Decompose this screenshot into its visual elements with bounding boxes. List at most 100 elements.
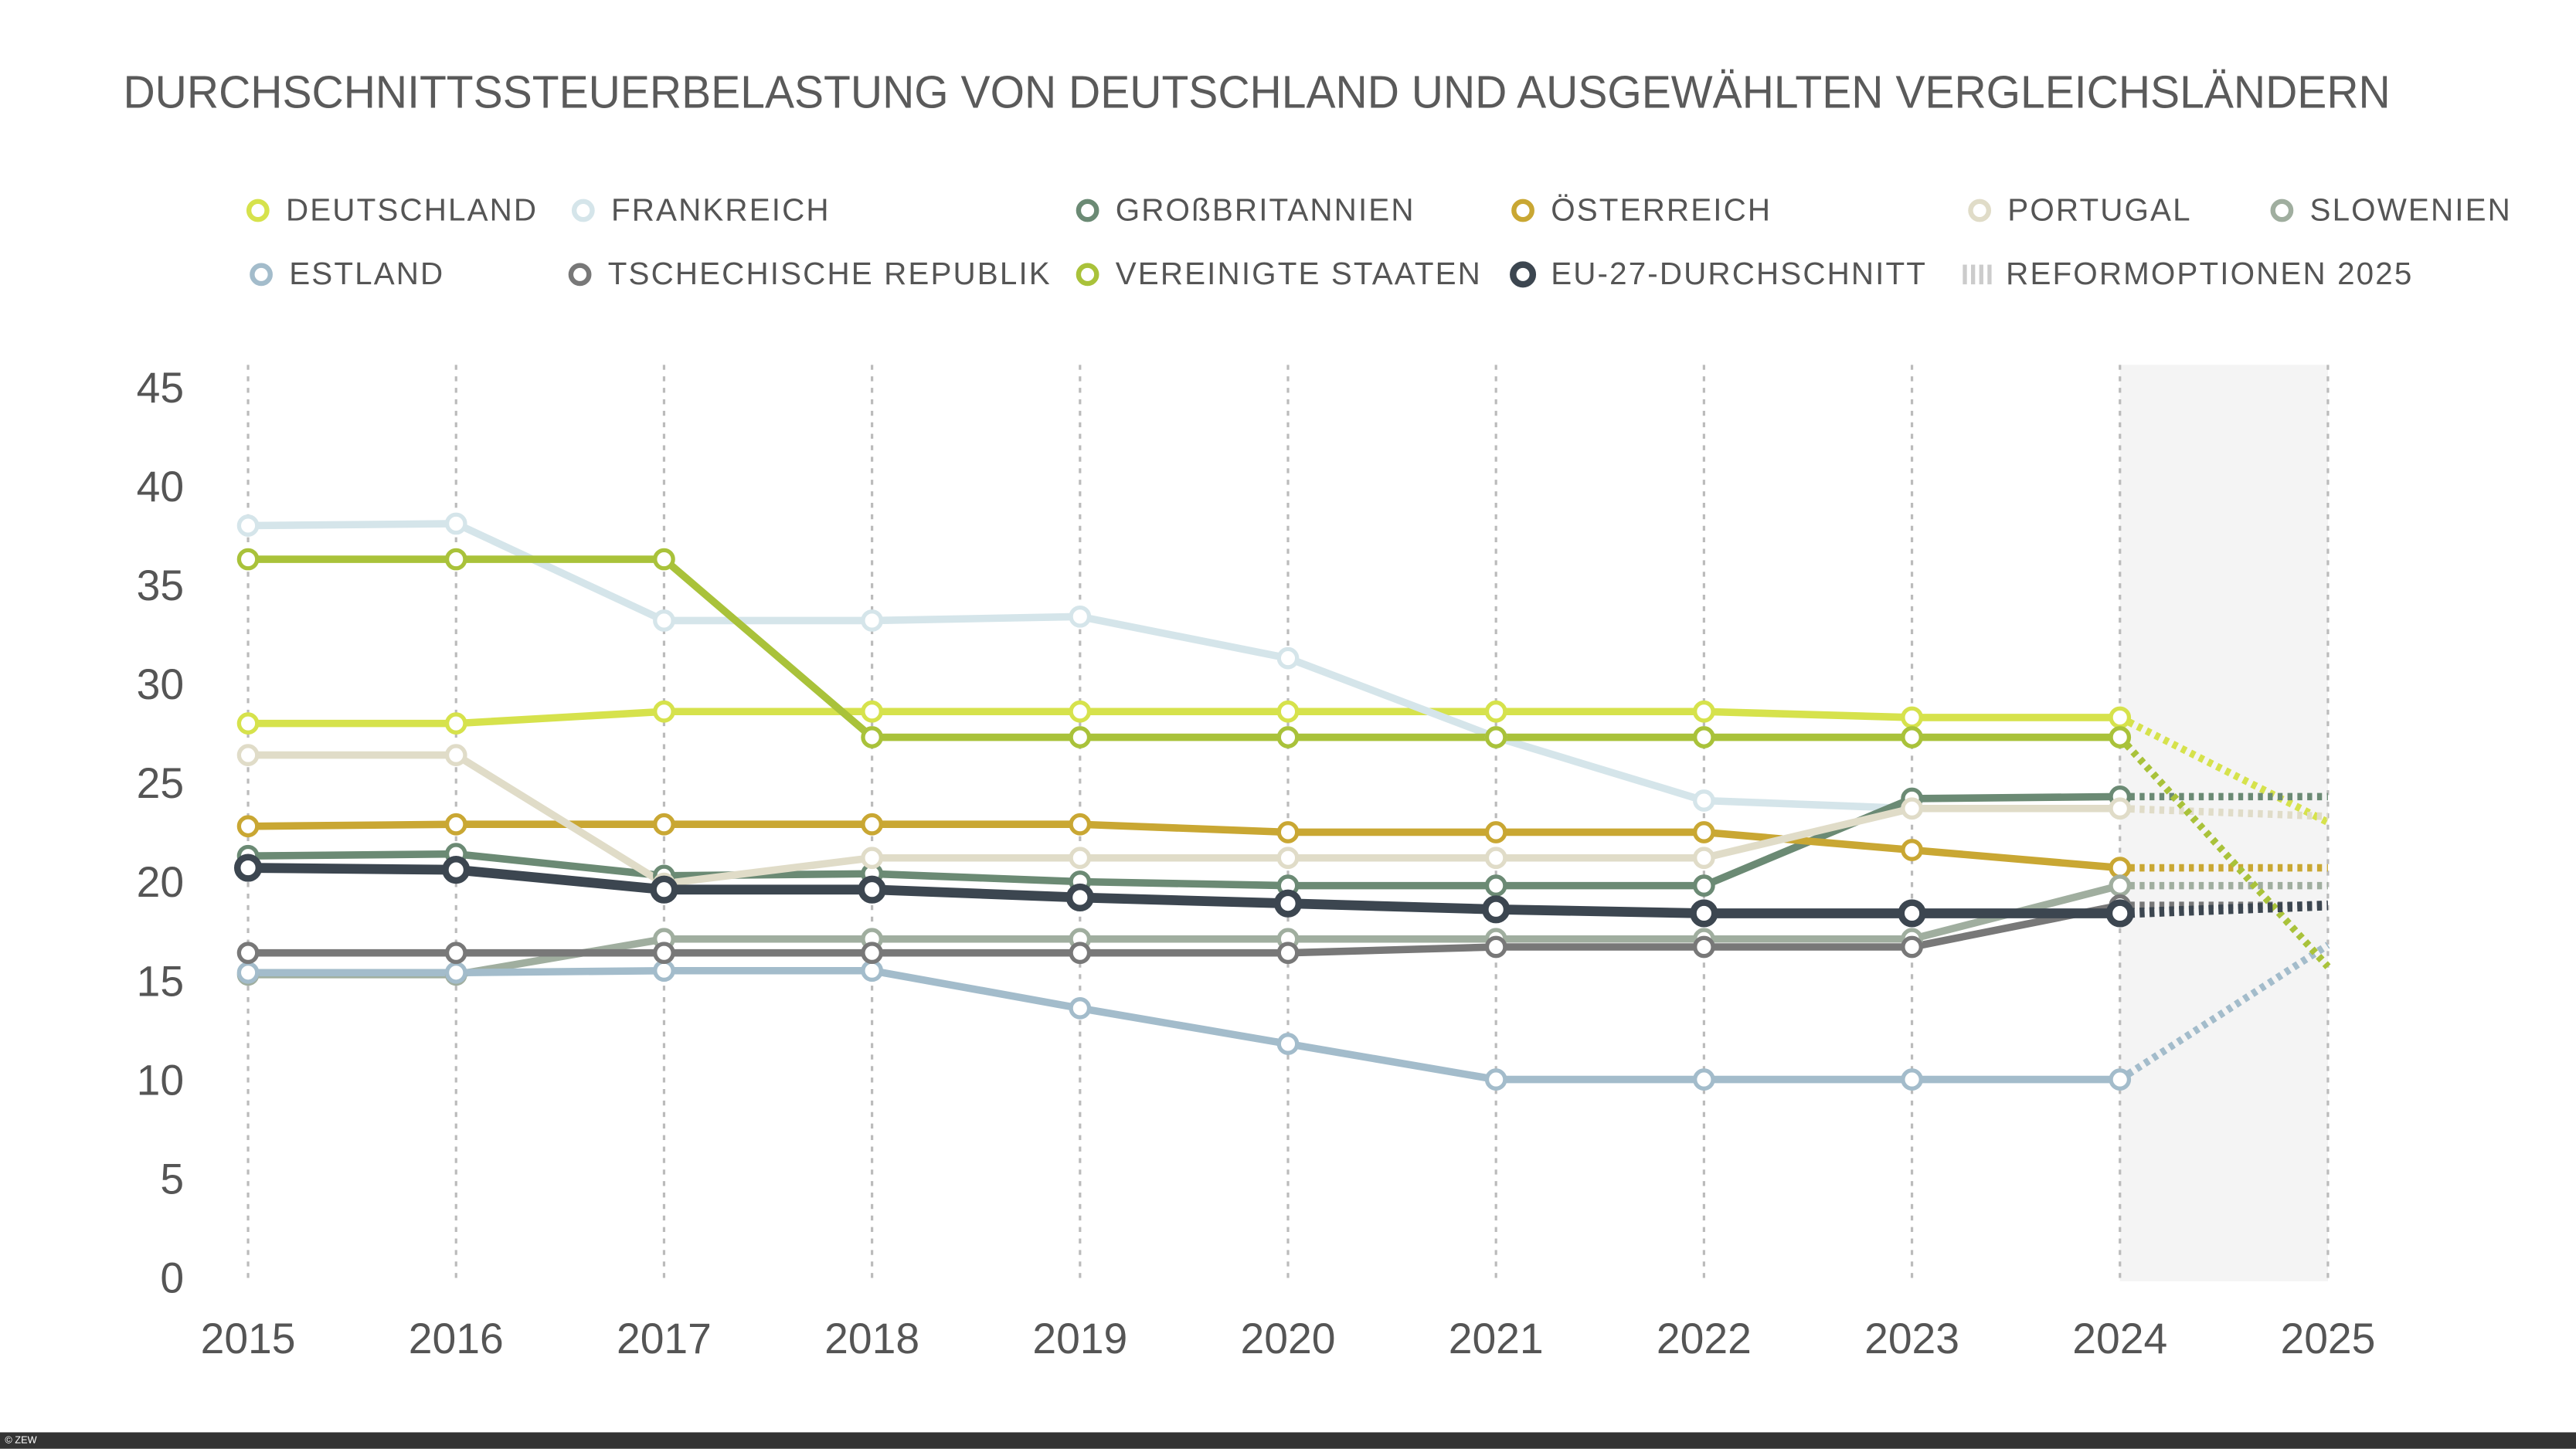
- x-tick-label: 2017: [617, 1315, 712, 1362]
- point: [1276, 821, 1300, 843]
- point: [653, 609, 675, 632]
- point: [650, 875, 678, 904]
- legend-label: EU-27-DURCHSCHNITT: [1551, 256, 1927, 291]
- legend-marker: [250, 263, 273, 287]
- point: [1484, 1068, 1507, 1091]
- legend-marker: [2270, 199, 2294, 222]
- point: [1693, 821, 1715, 843]
- reform-band: [2119, 365, 2328, 1281]
- point: [1276, 726, 1300, 748]
- series-line: [248, 520, 2120, 813]
- legend-marker: [568, 263, 592, 287]
- point: [861, 942, 883, 965]
- point: [861, 726, 883, 748]
- point: [2105, 899, 2134, 928]
- point: [1484, 700, 1507, 723]
- point: [1693, 1068, 1715, 1091]
- point: [1069, 726, 1092, 748]
- point: [444, 942, 467, 965]
- y-tick-label: 45: [137, 364, 184, 412]
- series-line: [248, 708, 2120, 728]
- point: [1484, 847, 1507, 870]
- point: [1898, 899, 1926, 928]
- point: [1901, 797, 1923, 820]
- y-tick-label: 30: [137, 660, 184, 708]
- point: [1069, 847, 1092, 870]
- point: [1069, 700, 1092, 723]
- point: [653, 700, 675, 723]
- legend-label: TSCHECHISCHE REPUBLIK: [608, 256, 1052, 291]
- point: [236, 548, 260, 571]
- point: [2109, 797, 2132, 820]
- y-tick-label: 20: [137, 858, 184, 906]
- legend-label: ÖSTERREICH: [1551, 192, 1772, 227]
- point: [2109, 706, 2132, 729]
- point: [1693, 935, 1715, 959]
- series-line: [248, 966, 2120, 1084]
- x-tick-label: 2021: [1449, 1315, 1544, 1362]
- point: [1901, 726, 1923, 748]
- legend-label: PORTUGAL: [2007, 192, 2191, 227]
- point: [1065, 883, 1094, 912]
- point: [1690, 899, 1718, 928]
- legend-marker: [571, 199, 595, 222]
- point: [1482, 895, 1511, 924]
- series-line: [248, 751, 2120, 887]
- point: [861, 959, 883, 982]
- point: [236, 961, 260, 984]
- legend-marker: [1968, 199, 1992, 222]
- point: [236, 712, 260, 735]
- point: [1069, 813, 1092, 836]
- point: [444, 512, 467, 535]
- point: [1693, 847, 1715, 870]
- point: [236, 942, 260, 965]
- point: [1273, 889, 1303, 918]
- point: [1276, 700, 1300, 723]
- series-line: [248, 901, 2121, 957]
- y-tick-label: 0: [160, 1254, 184, 1301]
- x-tick-label: 2020: [1241, 1315, 1336, 1362]
- source: © ZEW: [5, 1434, 36, 1445]
- legend-label: FRANKREICH: [611, 192, 831, 227]
- point: [2109, 874, 2132, 897]
- point: [1901, 935, 1923, 959]
- x-tick-label: 2023: [1864, 1315, 1959, 1362]
- legend-marker: [246, 199, 270, 222]
- y-tick-label: 40: [137, 463, 184, 511]
- series-line: [248, 820, 2121, 872]
- series-line: [248, 881, 2121, 979]
- point: [861, 847, 883, 870]
- legend-label: ESTLAND: [289, 256, 444, 291]
- x-tick-label: 2019: [1032, 1315, 1127, 1362]
- point: [1484, 874, 1507, 897]
- point: [236, 815, 260, 838]
- point: [1693, 700, 1715, 723]
- point: [444, 712, 467, 735]
- legend-marker: [1510, 261, 1537, 288]
- point: [1693, 874, 1715, 897]
- point: [1276, 646, 1300, 670]
- x-tick-label: 2018: [824, 1315, 919, 1362]
- y-tick-label: 10: [137, 1056, 184, 1104]
- legend-label: GROßBRITANNIEN: [1116, 192, 1415, 227]
- legend-label: VEREINIGTE STAATEN: [1116, 256, 1482, 291]
- point: [858, 875, 886, 904]
- x-tick-label: 2022: [1657, 1315, 1752, 1362]
- footer-bar: [0, 1432, 2576, 1449]
- point: [1069, 942, 1092, 965]
- point: [236, 744, 260, 766]
- reform-line: [2118, 942, 2330, 1083]
- point: [442, 856, 471, 884]
- point: [1693, 789, 1715, 812]
- x-tick-label: 2025: [2280, 1315, 2375, 1362]
- point: [444, 813, 467, 836]
- point: [1276, 1033, 1300, 1055]
- point: [236, 514, 260, 537]
- point: [1276, 847, 1300, 870]
- legend-label: DEUTSCHLAND: [286, 192, 538, 227]
- point: [1276, 942, 1300, 965]
- point: [1484, 821, 1507, 843]
- point: [653, 813, 675, 836]
- point: [444, 961, 467, 984]
